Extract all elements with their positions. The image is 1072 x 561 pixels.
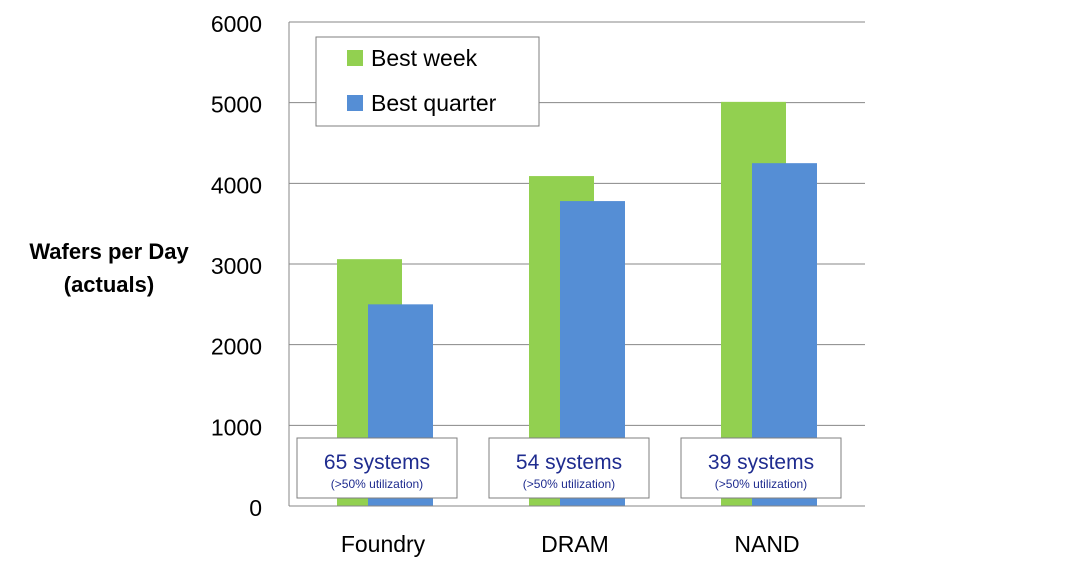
y-tick-label: 3000 [211, 253, 262, 279]
utilization-note: (>50% utilization) [715, 477, 807, 491]
y-tick-label: 0 [249, 495, 262, 521]
utilization-note: (>50% utilization) [523, 477, 615, 491]
x-tick-label: DRAM [541, 531, 609, 557]
y-axis-title: (actuals) [64, 272, 154, 297]
systems-annotation-box [488, 437, 650, 499]
legend-swatch [347, 50, 363, 66]
y-tick-label: 6000 [211, 11, 262, 37]
systems-annotation-box [296, 437, 458, 499]
utilization-note: (>50% utilization) [331, 477, 423, 491]
x-tick-label: NAND [734, 531, 799, 557]
y-tick-label: 2000 [211, 334, 262, 360]
y-tick-label: 1000 [211, 414, 262, 440]
x-tick-label: Foundry [341, 531, 426, 557]
systems-count-label: 39 systems [708, 451, 814, 474]
y-tick-label: 4000 [211, 172, 262, 198]
systems-count-label: 65 systems [324, 451, 430, 474]
y-tick-label: 5000 [211, 92, 262, 118]
systems-count-label: 54 systems [516, 451, 622, 474]
legend-label: Best quarter [371, 90, 497, 116]
systems-annotation-box [680, 437, 842, 499]
legend-label: Best week [371, 45, 478, 71]
y-axis-title: Wafers per Day [29, 239, 189, 264]
legend-swatch [347, 95, 363, 111]
